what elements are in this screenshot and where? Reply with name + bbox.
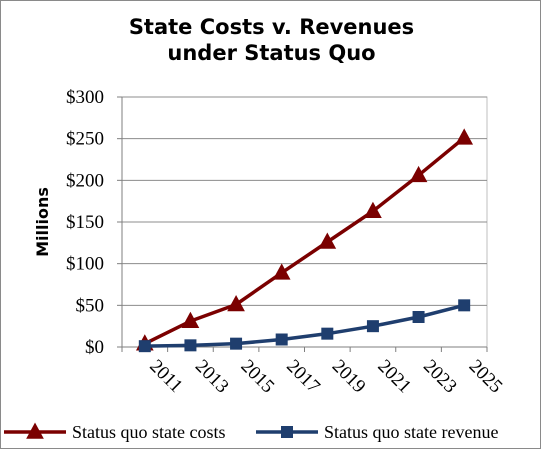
y-tick-label: $250 [66,129,104,150]
x-tick-label: 2013 [191,356,233,398]
y-tick-label: $0 [85,337,104,358]
legend-label-costs: Status quo state costs [72,422,226,442]
x-tick-label: 2023 [419,356,461,398]
data-point-revenue [458,299,471,312]
legend-marker-costs [26,422,44,439]
x-tick-label: 2017 [282,356,324,398]
legend-marker-revenue [281,426,293,438]
series-line-revenue [144,303,465,348]
data-point-costs [272,263,291,280]
data-point-revenue [321,327,334,340]
data-point-costs [455,128,474,145]
legend-label-revenue: Status quo state revenue [324,422,498,442]
x-tick-label: 2015 [237,356,279,398]
data-point-costs [318,232,337,249]
data-point-revenue [275,333,288,346]
x-tick-label: 2021 [373,356,415,398]
chart-title-line-2: under Status Quo [167,41,376,65]
data-point-costs [181,311,200,328]
y-tick-label: $200 [66,170,104,191]
y-axis-label: Millions [33,187,52,257]
data-point-revenue [138,340,151,353]
x-tick-label: 2011 [145,356,186,397]
data-point-revenue [230,337,243,350]
data-point-costs [227,295,245,312]
data-point-revenue [184,339,197,352]
x-tick-label: 2025 [465,356,507,398]
chart-title: State Costs v. Revenues under Status Quo [0,14,543,66]
y-tick-label: $150 [66,212,104,233]
data-point-costs [364,201,382,218]
y-tick-label: $300 [66,87,104,108]
data-point-revenue [412,311,425,323]
x-tick-label: 2019 [328,356,370,398]
data-point-costs [409,165,428,183]
chart-title-line-1: State Costs v. Revenues [128,15,415,39]
y-tick-label: $50 [76,295,105,316]
data-point-revenue [366,320,379,333]
y-tick-label: $100 [66,254,104,275]
